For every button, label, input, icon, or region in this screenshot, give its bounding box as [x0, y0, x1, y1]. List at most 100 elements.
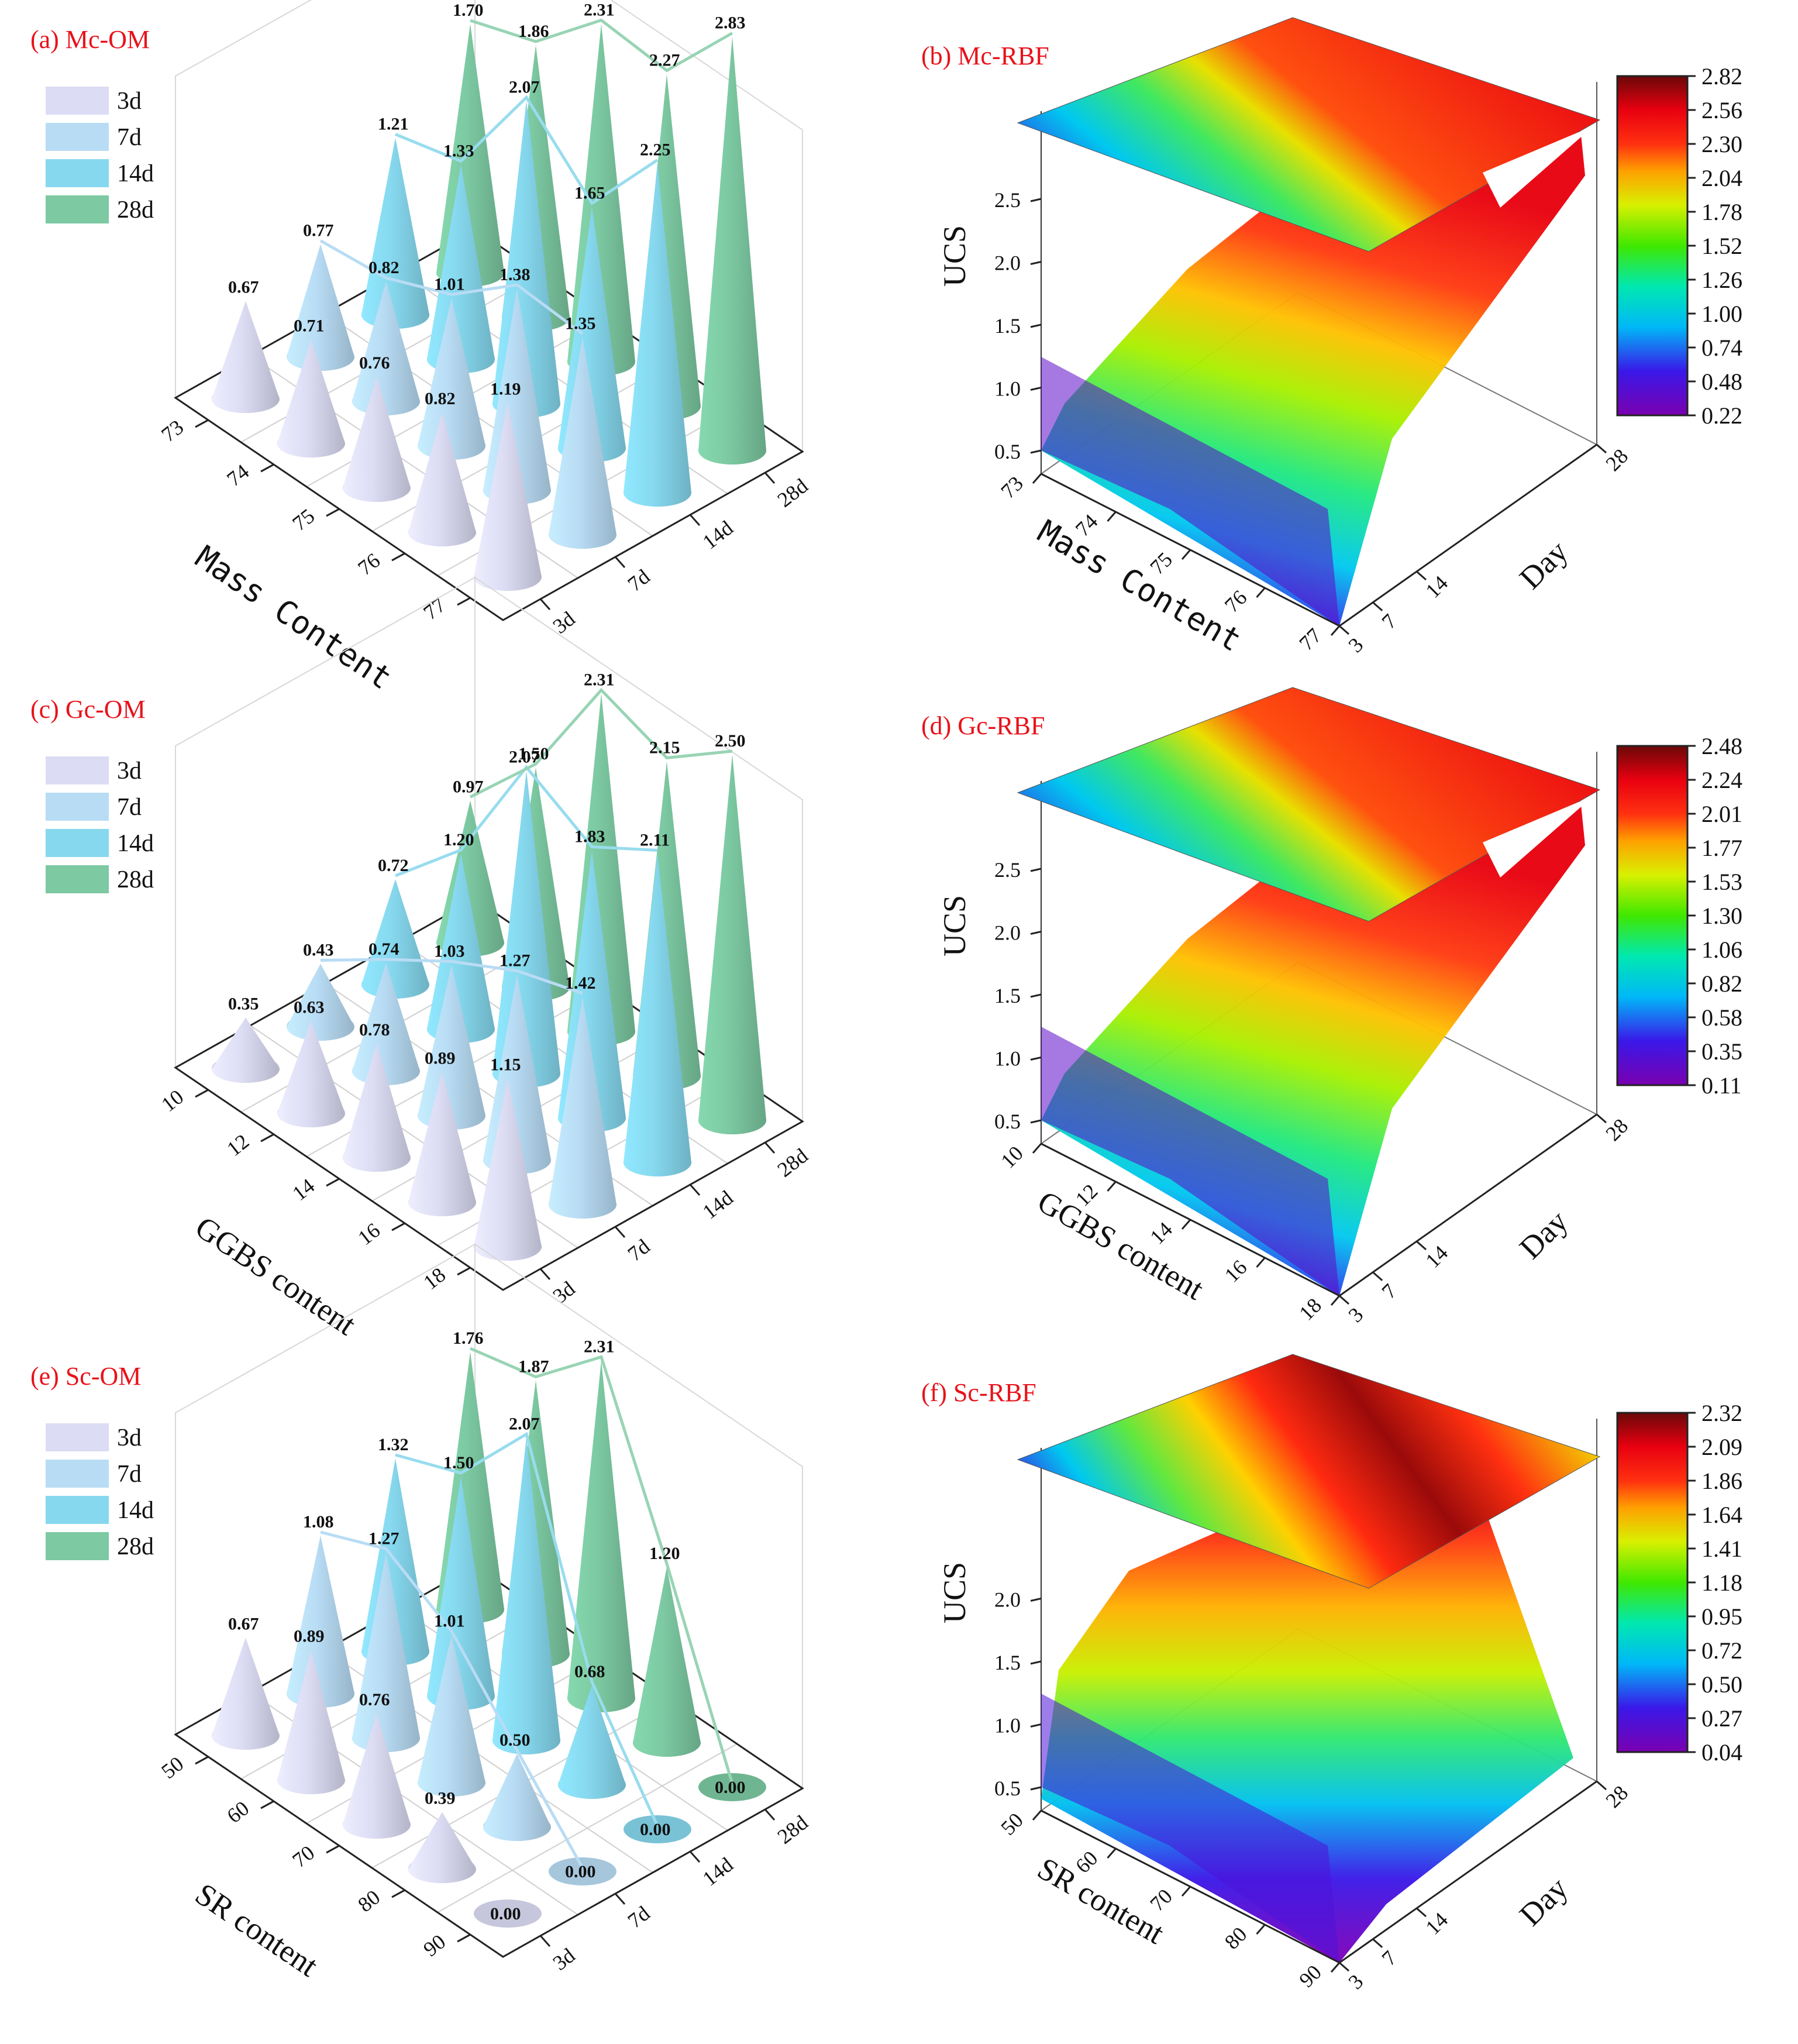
data-label: 2.07	[509, 748, 540, 767]
colorbar-tick-label: 0.82	[1701, 971, 1742, 997]
y-tick	[1339, 625, 1349, 635]
colorbar-tick-label: 2.04	[1701, 165, 1742, 191]
x-tick	[457, 1267, 471, 1276]
y-tick-label: 28d	[773, 1811, 812, 1849]
panel-e: (e) Sc-OM 3d 7d 14d 28d 50 60 70 80 90 3d 7d 14d 28d S…	[30, 1243, 812, 1983]
colorbar-tick-label: 1.86	[1701, 1468, 1742, 1494]
legend-swatch-28d	[46, 865, 109, 893]
data-label: 0.71	[294, 316, 325, 336]
x-tick-label: 76	[1220, 586, 1252, 617]
legend-label-28d: 28d	[117, 1533, 154, 1560]
data-label: 0.78	[359, 1020, 390, 1040]
y-tick-label: 3	[1344, 1303, 1368, 1327]
x-axis-label: SR content	[189, 1876, 324, 1983]
cone-body	[352, 281, 420, 415]
data-label: 0.89	[425, 1049, 456, 1068]
z-tick-label: 0.5	[994, 1777, 1021, 1800]
cone-body	[212, 1017, 280, 1083]
data-label: 2.07	[509, 1415, 540, 1434]
z-tick-label: 1.5	[994, 1651, 1021, 1674]
x-tick-label: 60	[222, 1797, 253, 1828]
cone-14d-18	[624, 854, 691, 1176]
x-tick	[391, 552, 405, 562]
x-tick	[326, 1845, 340, 1854]
data-label: 0.39	[425, 1789, 456, 1808]
panel-title: (e) Sc-OM	[30, 1362, 141, 1391]
panel-title: (f) Sc-RBF	[921, 1378, 1036, 1407]
cone-3d-77	[474, 402, 542, 591]
x-tick	[457, 1933, 471, 1943]
y-tick	[1339, 1962, 1349, 1972]
z-axis-label: UCS	[937, 1562, 972, 1623]
series-line-7d	[319, 239, 584, 335]
y-tick	[1596, 1113, 1607, 1124]
colorbar-tick-label: 2.32	[1701, 1400, 1742, 1426]
colorbar-tick-label: 0.04	[1701, 1739, 1742, 1766]
colorbar-tick-label: 1.53	[1701, 869, 1742, 895]
data-label: 2.31	[584, 1337, 615, 1357]
x-tick	[1256, 1924, 1266, 1935]
data-label: 0.76	[359, 1690, 390, 1709]
cone-3d-73	[212, 301, 280, 413]
colorbar	[1616, 1412, 1689, 1753]
z-tick-label: 0.5	[994, 1110, 1021, 1133]
data-label: 1.33	[443, 142, 474, 161]
x-tick	[1032, 1810, 1042, 1821]
y-tick	[614, 556, 626, 568]
surface-low-region	[1041, 357, 1339, 626]
x-tick-label: 75	[288, 504, 319, 536]
colorbar-tick-label: 0.22	[1701, 402, 1742, 429]
legend-swatch-7d	[46, 123, 109, 151]
y-tick-label: 14d	[698, 1853, 738, 1891]
y-axis-label: Day	[1513, 534, 1575, 596]
surface-low-region	[1041, 1694, 1339, 1963]
y-axis-line	[1339, 1780, 1597, 1964]
y-tick-label: 14d	[698, 1186, 738, 1224]
cone-3d-14	[343, 1044, 411, 1172]
y-axis-label: Day	[1513, 1203, 1575, 1265]
series-line-14d	[395, 1432, 659, 1827]
colorbar-tick-label: 1.64	[1701, 1502, 1742, 1528]
data-label: 1.15	[490, 1055, 521, 1075]
colorbar-tick-label: 1.26	[1701, 267, 1742, 293]
data-label: 0.97	[453, 777, 484, 797]
x-tick-label: 73	[157, 415, 188, 447]
x-tick	[1330, 1962, 1341, 1973]
x-tick-label: 12	[222, 1130, 253, 1161]
x-tick	[391, 1222, 405, 1231]
z-tick	[1030, 261, 1042, 265]
y-tick	[614, 1226, 626, 1238]
cone-3d-75	[343, 377, 411, 502]
y-tick	[1339, 1295, 1349, 1305]
data-label: 1.87	[518, 1357, 549, 1377]
x-tick-label: 50	[996, 1808, 1028, 1840]
top-contour-plane	[1017, 687, 1601, 922]
y-tick-label: 3d	[549, 607, 580, 638]
cone-3d-76	[408, 412, 476, 546]
colorbar-tick-label: 0.35	[1701, 1038, 1742, 1065]
legend-label-7d: 7d	[117, 794, 142, 821]
colorbar-tick-label: 1.18	[1701, 1570, 1742, 1596]
panel-title: (d) Gc-RBF	[921, 711, 1045, 740]
cone-3d-70	[343, 1713, 411, 1839]
cone-body	[212, 301, 280, 413]
colorbar-tick-label: 2.56	[1701, 97, 1742, 123]
colorbar-tick-label: 2.30	[1701, 131, 1742, 157]
y-tick	[1596, 443, 1607, 454]
x-tick	[1330, 1295, 1341, 1306]
colorbar-tick-label: 1.30	[1701, 903, 1742, 929]
plane-gap	[1483, 796, 1594, 878]
x-tick-label: 90	[419, 1930, 450, 1962]
surface-low-region	[1041, 1027, 1339, 1296]
panel-title: (a) Mc-OM	[30, 25, 150, 54]
legend-label-7d: 7d	[117, 124, 142, 151]
z-tick	[1030, 449, 1042, 454]
cone-body	[492, 770, 560, 1088]
x-tick	[1107, 1848, 1117, 1859]
data-label: 1.32	[378, 1435, 409, 1454]
colorbar-tick-label: 0.95	[1701, 1603, 1742, 1630]
cone-body	[624, 163, 691, 507]
y-tick-label: 7d	[624, 1234, 655, 1266]
z-axis-label: UCS	[937, 225, 972, 287]
